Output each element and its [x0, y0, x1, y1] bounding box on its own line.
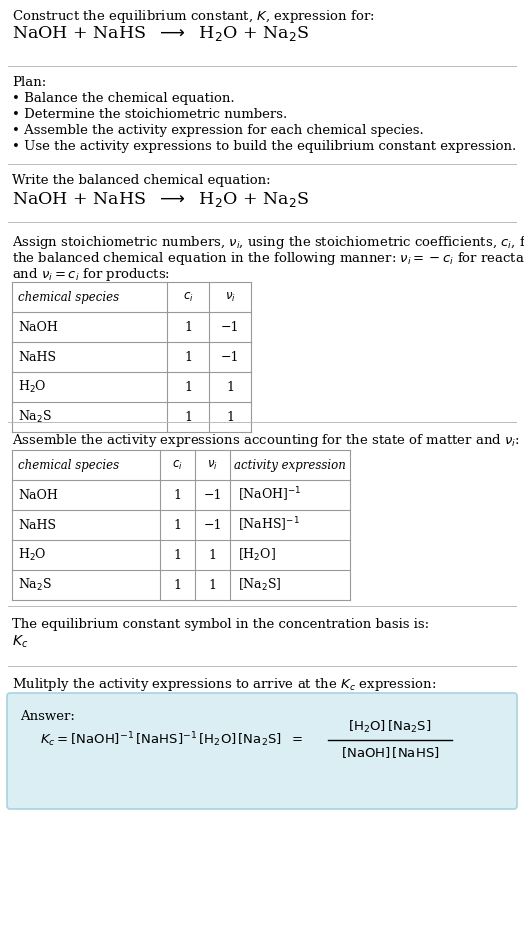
Text: [NaOH]$^{-1}$: [NaOH]$^{-1}$ [238, 486, 301, 504]
Text: Answer:: Answer: [20, 710, 75, 723]
Text: 1: 1 [173, 519, 181, 531]
Text: [H$_2$O]: [H$_2$O] [238, 547, 276, 563]
Text: $K_c = \mathrm{[NaOH]^{-1}\,[NaHS]^{-1}\,[H_2O]\,[Na_2S]}$  $=$: $K_c = \mathrm{[NaOH]^{-1}\,[NaHS]^{-1}\… [40, 731, 303, 749]
Text: $\nu_i$: $\nu_i$ [225, 291, 235, 304]
Text: 1: 1 [226, 381, 234, 394]
Text: Plan:: Plan: [12, 76, 46, 89]
Text: Assign stoichiometric numbers, $\nu_i$, using the stoichiometric coefficients, $: Assign stoichiometric numbers, $\nu_i$, … [12, 234, 524, 251]
Text: $c_i$: $c_i$ [172, 458, 183, 472]
Text: • Assemble the activity expression for each chemical species.: • Assemble the activity expression for e… [12, 124, 424, 137]
Text: H$_2$O: H$_2$O [18, 547, 47, 563]
Text: Write the balanced chemical equation:: Write the balanced chemical equation: [12, 174, 270, 187]
Text: 1: 1 [173, 548, 181, 562]
Text: NaHS: NaHS [18, 519, 56, 531]
Text: Na$_2$S: Na$_2$S [18, 409, 52, 425]
Text: • Determine the stoichiometric numbers.: • Determine the stoichiometric numbers. [12, 108, 287, 121]
Text: −1: −1 [203, 519, 222, 531]
Text: Assemble the activity expressions accounting for the state of matter and $\nu_i$: Assemble the activity expressions accoun… [12, 432, 520, 449]
Text: 1: 1 [173, 489, 181, 502]
Text: −1: −1 [221, 320, 239, 333]
Text: and $\nu_i = c_i$ for products:: and $\nu_i = c_i$ for products: [12, 266, 170, 283]
Text: chemical species: chemical species [18, 458, 119, 472]
Text: 1: 1 [184, 320, 192, 333]
Text: 1: 1 [209, 579, 216, 592]
Text: [Na$_2$S]: [Na$_2$S] [238, 577, 281, 593]
Text: H$_2$O: H$_2$O [18, 379, 47, 395]
Text: 1: 1 [226, 410, 234, 423]
Text: Na$_2$S: Na$_2$S [18, 577, 52, 593]
Text: −1: −1 [203, 489, 222, 502]
Text: $\mathrm{[NaOH]\,[NaHS]}$: $\mathrm{[NaOH]\,[NaHS]}$ [341, 745, 439, 760]
Text: NaOH: NaOH [18, 320, 58, 333]
Text: • Balance the chemical equation.: • Balance the chemical equation. [12, 92, 235, 105]
Text: $c_i$: $c_i$ [183, 291, 193, 304]
Text: $K_c$: $K_c$ [12, 634, 28, 651]
Text: activity expression: activity expression [234, 458, 346, 472]
Text: Construct the equilibrium constant, $K$, expression for:: Construct the equilibrium constant, $K$,… [12, 8, 375, 25]
Text: 1: 1 [209, 548, 216, 562]
Text: −1: −1 [221, 350, 239, 364]
Text: NaHS: NaHS [18, 350, 56, 364]
Text: the balanced chemical equation in the following manner: $\nu_i = -c_i$ for react: the balanced chemical equation in the fo… [12, 250, 524, 267]
Text: NaOH + NaHS  $\longrightarrow$  H$_2$O + Na$_2$S: NaOH + NaHS $\longrightarrow$ H$_2$O + N… [12, 24, 309, 43]
FancyBboxPatch shape [7, 693, 517, 809]
Text: NaOH: NaOH [18, 489, 58, 502]
Text: [NaHS]$^{-1}$: [NaHS]$^{-1}$ [238, 516, 300, 534]
Text: $\mathrm{[H_2O]\,[Na_2S]}$: $\mathrm{[H_2O]\,[Na_2S]}$ [348, 719, 432, 735]
Text: chemical species: chemical species [18, 291, 119, 303]
Text: 1: 1 [184, 350, 192, 364]
Text: 1: 1 [173, 579, 181, 592]
Text: $\nu_i$: $\nu_i$ [207, 458, 218, 472]
Text: Mulitply the activity expressions to arrive at the $K_c$ expression:: Mulitply the activity expressions to arr… [12, 676, 436, 693]
Text: NaOH + NaHS  $\longrightarrow$  H$_2$O + Na$_2$S: NaOH + NaHS $\longrightarrow$ H$_2$O + N… [12, 190, 309, 209]
Text: The equilibrium constant symbol in the concentration basis is:: The equilibrium constant symbol in the c… [12, 618, 429, 631]
Text: 1: 1 [184, 410, 192, 423]
Text: • Use the activity expressions to build the equilibrium constant expression.: • Use the activity expressions to build … [12, 140, 516, 153]
Text: 1: 1 [184, 381, 192, 394]
